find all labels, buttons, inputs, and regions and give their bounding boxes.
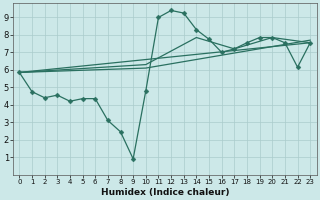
X-axis label: Humidex (Indice chaleur): Humidex (Indice chaleur) (100, 188, 229, 197)
